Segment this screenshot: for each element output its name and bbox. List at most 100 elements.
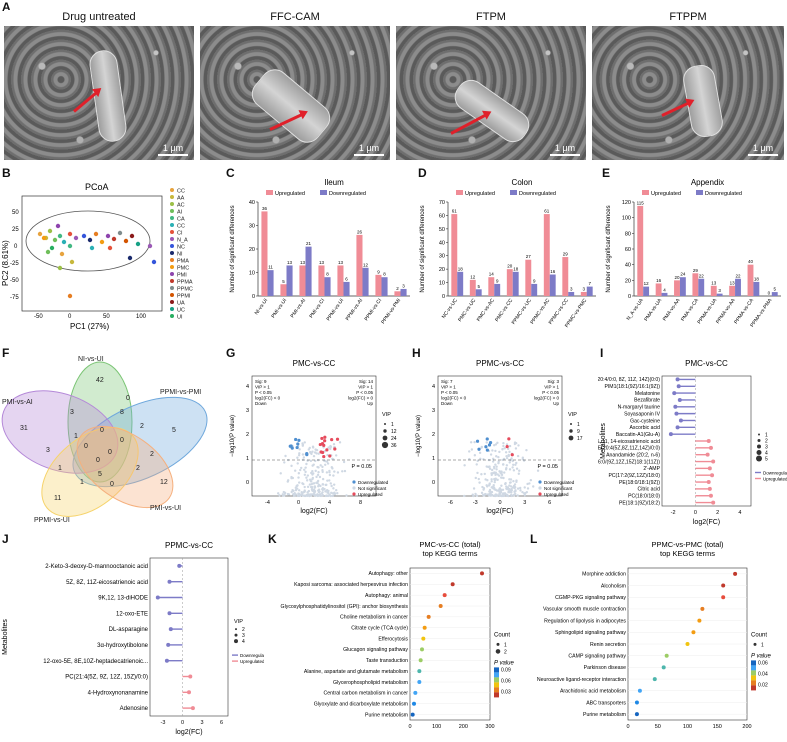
info-text: VIP > 1 <box>441 385 456 390</box>
volcano-point <box>313 489 317 493</box>
volcano-point <box>316 479 320 483</box>
bar-data-label: 18 <box>458 266 464 271</box>
pvalue-gradient-step <box>751 660 756 666</box>
bar-data-label: 8 <box>326 272 329 277</box>
volcano-point <box>327 446 330 449</box>
lollipop-dot <box>707 466 712 471</box>
legend-label: Downregulated <box>519 191 556 197</box>
venn-count: 0 <box>96 457 100 464</box>
lollipop-dot <box>167 611 172 616</box>
volcano-point <box>312 454 316 458</box>
venn-count: 42 <box>96 377 104 384</box>
volcano-point <box>512 469 516 472</box>
bar-data-label: 3 <box>583 286 586 291</box>
sem-title: FTPM <box>396 10 586 26</box>
volcano-point <box>526 482 529 486</box>
volcano-point <box>303 468 306 471</box>
venn-count: 0 <box>120 437 124 444</box>
bar <box>531 283 538 296</box>
volcano-point-up <box>505 444 509 449</box>
info-text: P < 0.05 <box>255 390 272 395</box>
size-legend-dot <box>756 455 762 462</box>
volcano-point <box>283 461 286 464</box>
x-tick: PMC-vs-AC <box>476 297 496 322</box>
plot-frame <box>149 557 229 717</box>
kegg-dot <box>420 647 424 652</box>
volcano-point <box>325 471 329 474</box>
panel-label-h: H <box>412 346 421 360</box>
volcano-point-down <box>488 441 493 445</box>
metabolite-label: 12-oxo-ETE <box>116 611 148 617</box>
volcano-point <box>306 474 310 477</box>
plot-frame <box>661 375 752 507</box>
volcano-point <box>509 485 513 488</box>
confidence-ellipse <box>25 210 151 272</box>
kegg-term-label: Central carbon metabolism in cancer <box>324 691 409 697</box>
pvalue-gradient-step <box>751 670 756 676</box>
kegg-term-label: Arachidonic acid metabolism <box>560 689 626 695</box>
volcano-point <box>498 450 501 454</box>
kegg-term-label: Purine metabolism <box>365 712 408 718</box>
bar <box>643 286 650 296</box>
size-legend-label: 1 <box>765 433 768 439</box>
kegg-term-label: Glyoxylate and dicarboxylate metabolism <box>314 702 408 708</box>
volcano-point <box>487 484 491 487</box>
legend-label: Downregulated <box>544 480 575 485</box>
chart-title: PPMC-vs-CC <box>165 541 213 550</box>
legend-label: NI <box>177 252 183 258</box>
y-tick: 30 <box>249 224 255 230</box>
x-tick: 4 <box>738 510 741 516</box>
chart-title: PPMC-vs-PMC (total) <box>651 540 724 549</box>
volcano-point <box>463 494 466 498</box>
volcano-point <box>525 448 528 452</box>
bar <box>549 274 556 296</box>
y-tick: 0 <box>442 294 445 300</box>
volcano-point <box>314 469 317 473</box>
kegg-dot <box>426 614 431 619</box>
volcano-point <box>311 445 315 448</box>
legend-swatch <box>170 195 174 199</box>
y-tick: 10 <box>249 271 255 277</box>
lollipop-dot <box>187 690 191 695</box>
kegg-dot <box>637 688 642 693</box>
kegg-term-label: Autophagy: animal <box>365 593 408 599</box>
legend-swatch <box>170 230 174 234</box>
volcano-point <box>469 441 473 444</box>
volcano-point <box>313 485 317 488</box>
legend-swatch <box>170 307 174 311</box>
volcano-point <box>497 460 500 463</box>
volcano-point <box>315 475 318 479</box>
volcano-point <box>512 463 515 466</box>
volcano-point <box>341 470 344 473</box>
metabolite-label: PC(21:4(5Z, 9Z, 12Z, 15Z)/0:0) <box>65 675 148 681</box>
bar <box>475 289 482 296</box>
sem-image-ftpm: FTPM 1 μm <box>396 10 586 160</box>
kegg-dot <box>417 669 422 674</box>
lollipop-dot <box>190 706 195 711</box>
volcano-point <box>321 494 325 497</box>
volcano-point <box>311 470 314 473</box>
scale-bar: 1 μm <box>748 143 778 156</box>
kegg-dot <box>442 593 447 598</box>
kegg-term-label: ABC transporters <box>586 700 626 706</box>
lollipop-dot <box>706 480 711 485</box>
volcano-point <box>468 450 471 453</box>
legend-label: Downregulated <box>763 471 787 476</box>
chart-title: Ileum <box>324 178 344 187</box>
bar-data-label: 9 <box>533 278 536 283</box>
volcano-point-down <box>290 446 294 450</box>
volcano-point-up <box>322 454 326 459</box>
y-tick: 2 <box>246 432 249 438</box>
x-tick: 200 <box>742 724 751 730</box>
volcano-point <box>519 489 522 492</box>
volcano-point <box>300 493 304 497</box>
x-tick: PMA-vs-UA <box>643 297 663 322</box>
bar-data-label: 29 <box>693 268 699 273</box>
volcano-point <box>503 492 507 495</box>
x-tick: PMA-vs-AA <box>662 297 682 322</box>
bar <box>661 292 668 296</box>
volcano-point <box>470 448 474 451</box>
bar <box>543 214 550 296</box>
y-tick: 3 <box>432 408 435 414</box>
y-tick: 40 <box>249 200 255 206</box>
